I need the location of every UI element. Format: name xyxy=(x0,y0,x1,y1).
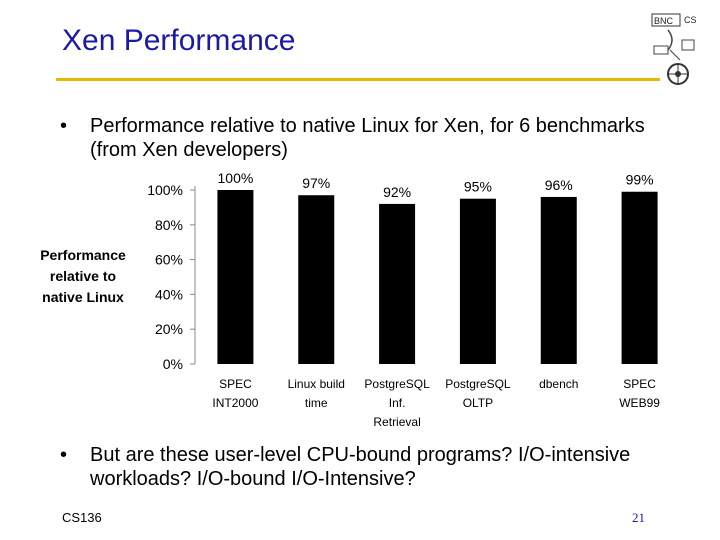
x-tick-label: INT2000 xyxy=(212,396,258,410)
svg-text:BNC: BNC xyxy=(654,16,674,26)
footer-course: CS136 xyxy=(62,510,102,525)
y-tick-label: 0% xyxy=(163,356,183,372)
x-tick-label: dbench xyxy=(539,377,578,391)
slide-title: Xen Performance xyxy=(62,24,296,57)
bar-value-label: 97% xyxy=(302,175,330,191)
bar-value-label: 99% xyxy=(626,172,654,188)
x-tick-label: OLTP xyxy=(463,396,493,410)
y-axis-label: native Linux xyxy=(42,289,124,305)
bullet-item: • But are these user-level CPU-bound pro… xyxy=(60,443,690,491)
y-axis-label: Performance xyxy=(40,247,126,263)
x-tick-label: SPEC xyxy=(623,377,656,391)
bullet-text: Performance relative to native Linux for… xyxy=(90,115,645,161)
title-underline xyxy=(56,78,660,81)
x-tick-label: Linux build xyxy=(288,377,345,391)
footer-page-number: 21 xyxy=(632,510,645,525)
bar xyxy=(540,196,577,364)
bar xyxy=(621,191,658,364)
x-tick-label: Inf. xyxy=(389,396,406,410)
y-tick-label: 20% xyxy=(155,321,183,337)
y-tick-label: 60% xyxy=(155,252,183,268)
bar xyxy=(459,198,496,364)
bar-value-label: 95% xyxy=(464,179,492,195)
bar-value-label: 100% xyxy=(218,170,254,186)
y-axis-label: relative to xyxy=(50,268,116,284)
x-tick-label: WEB99 xyxy=(619,396,660,410)
x-tick-label: PostgreSQL xyxy=(445,377,511,391)
y-tick-label: 80% xyxy=(155,217,183,233)
bullet-text: But are these user-level CPU-bound progr… xyxy=(90,444,631,490)
svg-text:CS: CS xyxy=(684,15,697,25)
bullet-marker: • xyxy=(60,115,68,137)
bullet-item: • Performance relative to native Linux f… xyxy=(60,114,690,162)
bar xyxy=(379,203,416,364)
bar xyxy=(217,190,254,364)
bullet-marker: • xyxy=(60,444,68,466)
x-tick-label: Retrieval xyxy=(373,415,420,429)
x-tick-label: time xyxy=(305,396,328,410)
y-tick-label: 100% xyxy=(147,182,183,198)
bar-value-label: 96% xyxy=(545,177,573,193)
x-tick-label: PostgreSQL xyxy=(364,377,430,391)
bar-value-label: 92% xyxy=(383,184,411,200)
bnc-cs-logo-icon: BNC CS xyxy=(651,13,697,85)
bar xyxy=(298,195,335,364)
x-tick-label: SPEC xyxy=(219,377,252,391)
y-tick-label: 40% xyxy=(155,286,183,302)
